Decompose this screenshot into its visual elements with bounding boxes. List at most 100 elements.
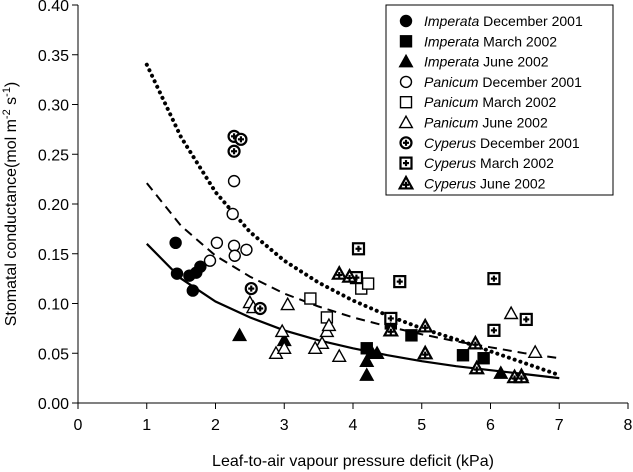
- legend-label: Panicum December 2001: [424, 74, 582, 90]
- legend-item: Panicum December 2001: [399, 74, 582, 90]
- x-tick-label: 6: [486, 417, 495, 434]
- data-point-imperata-december-2001: [194, 260, 207, 273]
- y-tick-label: 0.30: [38, 98, 69, 115]
- fit-line-solid: [146, 243, 560, 380]
- fit-line-dashed: [146, 182, 560, 360]
- data-point-panicum-june-2002: [274, 323, 290, 338]
- y-axis-ticks: 0.00 0.05 0.10 0.15 0.20 0.25 0.30 0.35 0.40: [38, 0, 78, 413]
- legend-genus: Imperata: [424, 54, 479, 70]
- x-axis-title: Leaf-to-air vapour pressure deficit (kPa…: [212, 453, 494, 470]
- data-point-panicum-december-2001: [203, 254, 217, 267]
- legend-genus: Cyperus: [424, 175, 476, 191]
- y-tick-label: 0.40: [38, 0, 69, 15]
- data-point-panicum-december-2001: [210, 236, 224, 250]
- data-point-panicum-june-2002: [321, 317, 337, 332]
- x-tick-label: 2: [211, 417, 220, 434]
- data-point-imperata-june-2002: [369, 345, 385, 360]
- legend-label: Imperata March 2002: [424, 33, 557, 49]
- y-tick-label: 0.20: [38, 197, 69, 214]
- legend-period: December 2001: [482, 74, 582, 90]
- legend-label: Cyperus December 2001: [424, 135, 580, 151]
- x-tick-label: 4: [349, 417, 358, 434]
- data-point-imperata-december-2001: [170, 267, 184, 280]
- legend-genus: Imperata: [424, 13, 479, 29]
- legend-period: March 2002: [482, 94, 556, 110]
- legend-marker-circle-filled-icon: [399, 14, 413, 28]
- legend-marker-triangle-open-icon: [398, 114, 414, 129]
- legend-label: Panicum March 2002: [424, 94, 557, 110]
- legend-genus: Cyperus: [424, 135, 476, 151]
- legend-marker-square-cross-icon: [399, 156, 413, 170]
- legend-marker-circle-cross-icon: [399, 136, 413, 150]
- x-tick-label: 0: [74, 417, 83, 434]
- legend-item: Cyperus December 2001: [399, 135, 580, 151]
- data-point-cyperus-june-2002: [341, 268, 358, 283]
- y-tick-label: 0.15: [38, 247, 69, 264]
- data-point-cyperus-december-2001: [253, 301, 267, 316]
- data-point-panicum-june-2002: [527, 344, 543, 359]
- legend-label: Imperata June 2002: [424, 54, 549, 70]
- legend-item: Imperata March 2002: [399, 33, 557, 49]
- data-point-cyperus-june-2002: [513, 368, 530, 384]
- data-point-panicum-march-2002: [304, 292, 317, 305]
- data-point-panicum-june-2002: [503, 305, 519, 320]
- legend-marker-triangle-filled-icon: [398, 53, 414, 68]
- legend-box: [385, 4, 614, 196]
- y-axis-title-main: Stomatal conductance(mol m: [3, 119, 20, 326]
- data-point-cyperus-march-2002: [519, 312, 533, 327]
- legend-label: Imperata December 2001: [424, 13, 583, 29]
- legend-period: June 2002: [480, 175, 546, 191]
- legend-item: Cyperus June 2002: [397, 174, 546, 191]
- data-point-panicum-june-2002: [307, 340, 323, 355]
- data-point-cyperus-march-2002: [487, 323, 501, 337]
- legend-genus: Panicum: [424, 74, 479, 90]
- legend-label: Cyperus March 2002: [424, 155, 554, 171]
- legend-item: Imperata December 2001: [399, 13, 583, 29]
- data-point-panicum-march-2002: [361, 277, 375, 290]
- y-tick-label: 0.05: [38, 346, 69, 363]
- data-point-imperata-december-2001: [169, 236, 182, 250]
- legend-item: Panicum June 2002: [398, 114, 548, 131]
- data-point-cyperus-march-2002: [393, 275, 407, 289]
- x-tick-label: 7: [555, 417, 564, 434]
- data-point-cyperus-june-2002: [467, 334, 484, 350]
- y-tick-label: 0.10: [38, 297, 69, 314]
- legend-period: June 2002: [482, 115, 548, 131]
- legend-marker-square-filled-icon: [399, 35, 413, 48]
- legend-marker-circle-open-icon: [399, 75, 413, 89]
- data-point-panicum-june-2002: [280, 296, 296, 311]
- y-axis-title: Stomatal conductance(mol m-2 s-1): [1, 82, 20, 327]
- legend-period: December 2001: [480, 135, 580, 151]
- data-point-imperata-december-2001: [186, 284, 200, 297]
- legend-marker-triangle-cross-icon: [397, 174, 415, 190]
- data-point-panicum-june-2002: [276, 340, 292, 355]
- legend-genus: Panicum: [424, 115, 479, 131]
- x-tick-label: 8: [624, 417, 633, 434]
- data-point-imperata-march-2002: [477, 352, 490, 365]
- y-tick-label: 0.35: [38, 48, 69, 65]
- legend-genus: Cyperus: [424, 155, 476, 171]
- data-point-panicum-december-2001: [227, 174, 241, 188]
- legend-item: Panicum March 2002: [399, 94, 557, 110]
- data-point-panicum-december-2001: [240, 243, 253, 256]
- fit-line-dotted: [144, 62, 562, 378]
- legend-genus: Imperata: [424, 33, 479, 49]
- data-point-imperata-june-2002: [232, 327, 248, 342]
- legend-item: Cyperus March 2002: [399, 155, 554, 171]
- y-axis-title-sup2: -1: [1, 87, 13, 97]
- y-tick-label: 0.00: [38, 396, 69, 413]
- data-point-cyperus-june-2002: [331, 265, 348, 280]
- legend-label: Cyperus June 2002: [424, 175, 546, 191]
- data-point-cyperus-december-2001: [227, 144, 241, 158]
- data-point-imperata-june-2002: [359, 367, 375, 381]
- legend-item: Imperata June 2002: [398, 53, 549, 70]
- legend-genus: Panicum: [424, 94, 479, 110]
- y-axis-title-mid: s: [3, 97, 20, 109]
- data-point-imperata-june-2002: [493, 365, 509, 379]
- data-point-panicum-december-2001: [228, 249, 241, 262]
- data-markers: [169, 129, 543, 384]
- legend-period: June 2002: [483, 54, 549, 70]
- legend-label: Panicum June 2002: [424, 115, 548, 131]
